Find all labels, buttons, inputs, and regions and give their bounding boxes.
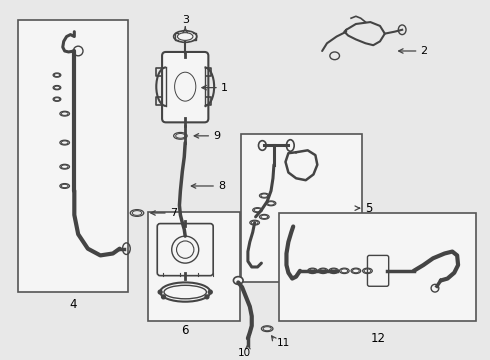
FancyBboxPatch shape xyxy=(162,52,208,122)
Text: 9: 9 xyxy=(213,131,220,141)
Text: 12: 12 xyxy=(370,332,386,345)
Bar xyxy=(147,212,240,321)
Text: 10: 10 xyxy=(238,348,250,358)
Text: 5: 5 xyxy=(366,202,373,215)
Ellipse shape xyxy=(287,140,294,151)
Text: 7: 7 xyxy=(170,208,177,218)
Ellipse shape xyxy=(179,235,191,243)
Bar xyxy=(241,134,362,282)
Text: 6: 6 xyxy=(181,324,189,337)
Ellipse shape xyxy=(160,282,210,302)
Text: 3: 3 xyxy=(182,15,189,25)
Text: 8: 8 xyxy=(218,181,225,191)
Ellipse shape xyxy=(173,31,197,42)
Circle shape xyxy=(158,290,162,294)
Circle shape xyxy=(208,290,212,294)
Text: 1: 1 xyxy=(221,83,228,93)
Bar xyxy=(19,20,128,292)
Circle shape xyxy=(162,295,166,299)
Ellipse shape xyxy=(233,276,243,284)
Circle shape xyxy=(205,295,209,299)
Ellipse shape xyxy=(259,141,266,150)
Bar xyxy=(279,213,476,321)
Text: 4: 4 xyxy=(70,298,77,311)
Text: 2: 2 xyxy=(420,46,428,56)
Text: 11: 11 xyxy=(277,338,290,348)
FancyBboxPatch shape xyxy=(157,224,213,276)
